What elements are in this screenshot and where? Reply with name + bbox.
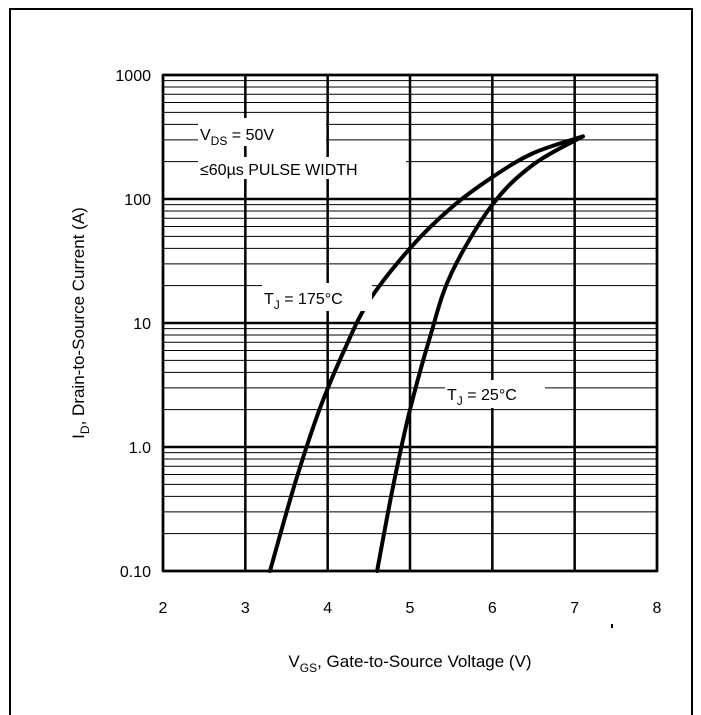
y-tick-label: 100: [124, 192, 151, 209]
y-tick-labels: 0.10 1.0 10 100 1000: [115, 68, 151, 581]
x-tick-label: 6: [488, 600, 497, 617]
y-tick-label: 10: [133, 316, 151, 333]
x-tick-label: 3: [241, 600, 250, 617]
annotation-tj-175: TJ = 175°C: [264, 291, 343, 312]
curves: [268, 134, 585, 573]
x-tick-labels: 2 3 4 5 6 7 8: [159, 600, 662, 617]
plot-frame: [161, 73, 659, 573]
x-tick-label: 7: [570, 600, 579, 617]
tj25-label-bg: [445, 380, 545, 408]
vds-label-bg: [198, 118, 326, 146]
x-tick-label: 8: [653, 600, 662, 617]
tj175-label-bg: [262, 283, 372, 311]
y-tick-label: 1.0: [129, 440, 151, 457]
pulse-label-bg: [198, 157, 406, 179]
annotation-tj-25: TJ = 25°C: [447, 387, 517, 408]
y-tick-label: 1000: [115, 68, 151, 85]
curve-tj175: [268, 134, 585, 573]
y-axis-title: ID, Drain-to-Source Current (A): [69, 207, 92, 439]
page-frame: [9, 8, 693, 715]
x-axis-title: VGS, Gate-to-Source Voltage (V): [288, 652, 531, 675]
x-tick-label: 4: [323, 600, 332, 617]
y-tick-label: 0.10: [120, 564, 151, 581]
x-tick-label: 5: [406, 600, 415, 617]
x-tick-label: 2: [159, 600, 168, 617]
annotation-pulse-width: ≤60µs PULSE WIDTH: [200, 162, 358, 179]
curve-tj25: [375, 134, 585, 573]
annotation-vds: VDS = 50V: [200, 127, 274, 148]
stray-mark: [611, 624, 613, 628]
